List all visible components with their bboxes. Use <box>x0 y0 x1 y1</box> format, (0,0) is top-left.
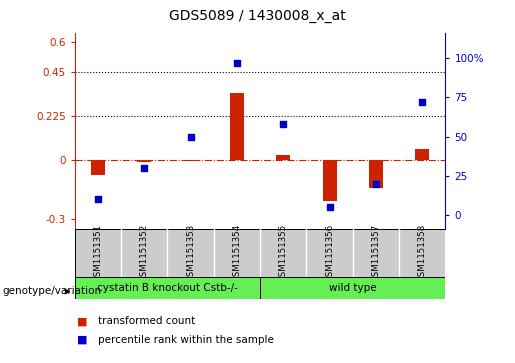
Text: transformed count: transformed count <box>98 316 195 326</box>
Bar <box>369 160 383 188</box>
Bar <box>322 160 336 201</box>
Text: GDS5089 / 1430008_x_at: GDS5089 / 1430008_x_at <box>169 9 346 23</box>
Bar <box>137 160 151 162</box>
Text: GSM1151354: GSM1151354 <box>232 224 242 282</box>
FancyBboxPatch shape <box>75 277 260 299</box>
Point <box>372 181 380 187</box>
Text: GSM1151353: GSM1151353 <box>186 224 195 282</box>
Text: wild type: wild type <box>329 283 376 293</box>
Text: genotype/variation: genotype/variation <box>3 286 101 297</box>
Point <box>279 121 287 127</box>
Point <box>325 204 334 210</box>
Bar <box>91 160 105 175</box>
Point <box>233 60 241 66</box>
Text: ■: ■ <box>77 316 88 326</box>
Text: cystatin B knockout Cstb-/-: cystatin B knockout Cstb-/- <box>97 283 238 293</box>
Text: percentile rank within the sample: percentile rank within the sample <box>98 335 274 345</box>
Point <box>418 99 426 105</box>
Text: GSM1151352: GSM1151352 <box>140 224 149 282</box>
Text: GSM1151356: GSM1151356 <box>325 224 334 282</box>
Bar <box>183 160 197 161</box>
Text: GSM1151358: GSM1151358 <box>418 224 427 282</box>
Bar <box>230 93 244 160</box>
FancyBboxPatch shape <box>260 277 445 299</box>
Text: ■: ■ <box>77 335 88 345</box>
Point <box>94 196 102 202</box>
Point <box>186 134 195 139</box>
Bar <box>415 149 429 160</box>
Point <box>140 165 148 171</box>
Text: GSM1151351: GSM1151351 <box>93 224 102 282</box>
Text: GSM1151355: GSM1151355 <box>279 224 288 282</box>
Text: GSM1151357: GSM1151357 <box>371 224 381 282</box>
Bar <box>276 155 290 160</box>
